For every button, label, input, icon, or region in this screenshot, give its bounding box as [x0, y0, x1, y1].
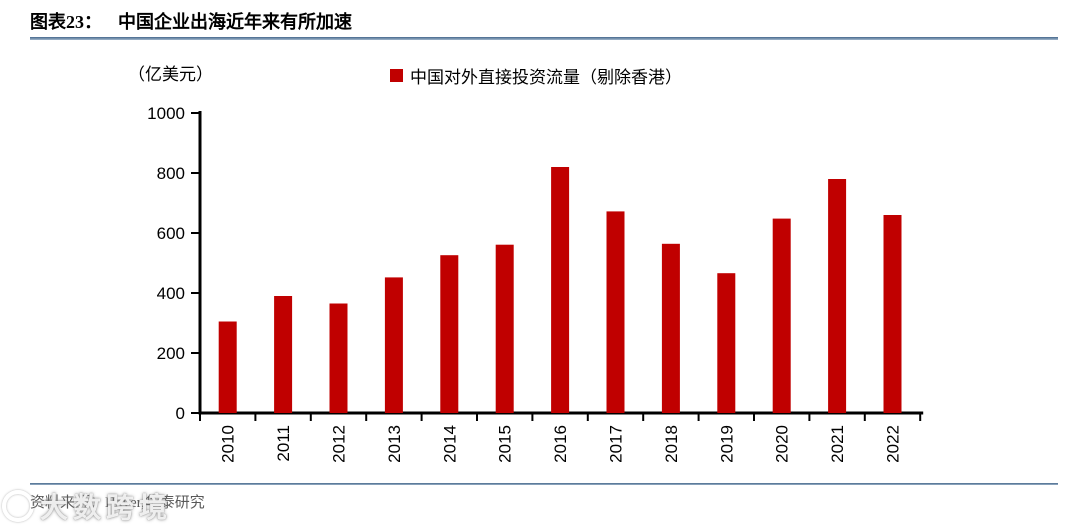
title-divider — [30, 37, 1058, 40]
x-axis-label-2010: 2010 — [219, 425, 238, 463]
x-axis-label-2011: 2011 — [274, 425, 293, 462]
y-axis-tick-label: 800 — [157, 164, 185, 183]
y-axis-tick-label: 0 — [176, 404, 185, 423]
x-axis-label-2016: 2016 — [551, 425, 570, 463]
bar-2019 — [717, 273, 736, 413]
bar-2015 — [495, 244, 514, 413]
bar-2016 — [551, 167, 570, 413]
bar-2010 — [218, 321, 237, 413]
x-axis-label-2018: 2018 — [662, 425, 681, 463]
bar-2012 — [329, 303, 348, 413]
x-axis-label-2015: 2015 — [496, 425, 515, 463]
y-axis-tick-label: 1000 — [147, 104, 185, 123]
bar-2014 — [440, 255, 459, 413]
y-axis-tick-label: 600 — [157, 224, 185, 243]
figure-number-label: 图表23： — [30, 12, 102, 32]
y-axis-tick-label: 200 — [157, 344, 185, 363]
bar-2018 — [661, 243, 680, 413]
bar-2013 — [384, 277, 403, 413]
page-title: 图表23： 中国企业出海近年来有所加速 — [30, 8, 352, 34]
bar-2020 — [772, 218, 791, 413]
x-axis-label-2012: 2012 — [330, 425, 349, 463]
bar-2021 — [828, 179, 847, 413]
x-axis-label-2019: 2019 — [717, 425, 736, 463]
source-text: 资料来源：Haver,华泰研究 — [30, 495, 205, 511]
legend-series-label: 中国对外直接投资流量（剔除香港） — [410, 68, 682, 87]
x-axis-label-2017: 2017 — [607, 425, 626, 463]
bar-2017 — [606, 211, 625, 413]
x-axis-label-2014: 2014 — [440, 425, 459, 463]
chart-legend: 中国对外直接投资流量（剔除香港） — [390, 63, 682, 88]
x-axis-label-2013: 2013 — [385, 425, 404, 463]
x-axis-label-2021: 2021 — [828, 425, 847, 463]
bar-2011 — [274, 296, 293, 413]
figure-title-text: 中国企业出海近年来有所加速 — [118, 12, 352, 32]
legend-swatch-icon — [390, 69, 403, 82]
bar-2022 — [883, 215, 902, 413]
y-axis-tick-label: 400 — [157, 284, 185, 303]
y-axis-unit-label: （亿美元） — [128, 65, 213, 84]
x-axis-label-2020: 2020 — [773, 425, 792, 463]
x-axis-label-2022: 2022 — [884, 425, 903, 463]
footer-divider — [30, 483, 1058, 485]
